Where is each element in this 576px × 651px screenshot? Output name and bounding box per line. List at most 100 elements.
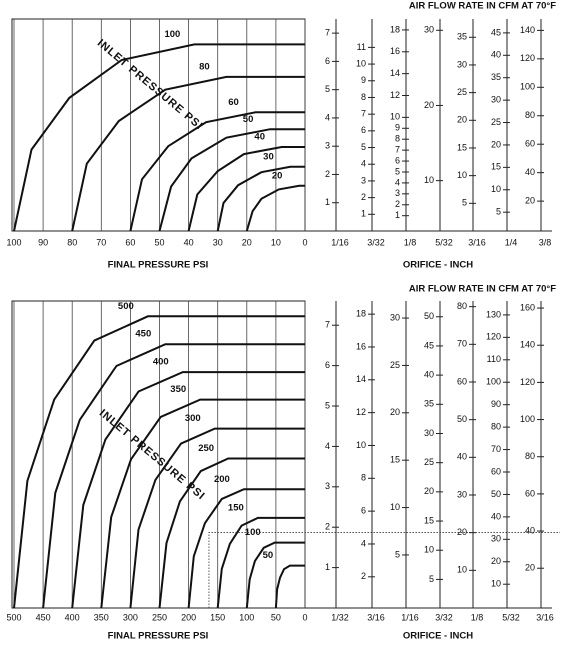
scale-tick-label: 2 [361, 571, 366, 581]
scale-tick-label: 1 [395, 210, 400, 220]
pressure-curve [216, 516, 305, 609]
curve-label: 350 [170, 384, 186, 395]
scale-tick-label: 20 [424, 100, 434, 110]
orifice-label: 5/32 [502, 612, 520, 622]
scale-tick-label: 40 [457, 452, 467, 462]
scale-tick-label: 10 [390, 502, 400, 512]
scale-tick-label: 7 [361, 109, 366, 119]
orifice-label: 3/8 [539, 237, 552, 247]
orifice-label: 3/32 [435, 612, 453, 622]
scale-tick-label: 1 [325, 197, 330, 207]
scale-tick-label: 5 [395, 166, 400, 176]
orifice-label: 1/32 [331, 612, 349, 622]
scale-tick-label: 80 [525, 110, 535, 120]
scale-tick-label: 6 [325, 360, 330, 370]
x-tick-label: 350 [94, 612, 109, 622]
scale-tick-label: 4 [361, 538, 366, 548]
scale-tick-label: 10 [424, 545, 434, 555]
scale-tick-label: 40 [525, 525, 535, 535]
scale-tick-label: 35 [457, 32, 467, 42]
scale-tick-label: 5 [325, 400, 330, 410]
scale-tick-label: 40 [525, 167, 535, 177]
orifice-label: 1/8 [471, 612, 484, 622]
scale-tick-label: 30 [390, 312, 400, 322]
x-tick-label: 80 [67, 237, 77, 247]
scale-tick-label: 50 [491, 489, 501, 499]
scale-tick-label: 120 [520, 53, 535, 63]
scale-tick-label: 20 [390, 407, 400, 417]
scale-tick-label: 8 [361, 473, 366, 483]
scale-tick-label: 5 [361, 142, 366, 152]
scale-tick-label: 15 [390, 455, 400, 465]
scale-tick-label: 12 [356, 407, 366, 417]
scale-tick-label: 45 [424, 340, 434, 350]
curve-label: 100 [164, 29, 180, 40]
scale-tick-label: 18 [390, 24, 400, 34]
pressure-curve [13, 315, 305, 609]
scale-tick-label: 7 [325, 28, 330, 38]
scale-tick-label: 20 [457, 115, 467, 125]
curve-label: 250 [198, 443, 214, 454]
pressure-curve [274, 564, 305, 609]
curve-label: 450 [135, 329, 151, 340]
scale-tick-label: 20 [491, 139, 501, 149]
scale-tick-label: 20 [525, 195, 535, 205]
scale-tick-label: 60 [525, 139, 535, 149]
x-tick-label: 20 [242, 237, 252, 247]
scale-tick-label: 6 [325, 56, 330, 66]
scale-tick-label: 70 [457, 339, 467, 349]
scale-tick-label: 10 [356, 440, 366, 450]
pressure-curve [13, 43, 305, 232]
scale-tick-label: 16 [356, 341, 366, 351]
scale-tick-label: 140 [520, 25, 535, 35]
pressure-curve [129, 111, 305, 232]
orifice-label: 3/32 [367, 237, 385, 247]
scale-tick-label: 8 [395, 134, 400, 144]
x-tick-label: 100 [6, 237, 21, 247]
scale-tick-label: 2 [395, 199, 400, 209]
curve-label: 80 [199, 61, 210, 72]
scale-tick-label: 30 [491, 534, 501, 544]
x-axis-label: FINAL PRESSURE PSI [108, 260, 209, 271]
orifice-label: 1/16 [401, 612, 419, 622]
x-tick-label: 300 [123, 612, 138, 622]
scale-tick-label: 25 [390, 360, 400, 370]
scale-tick-label: 5 [462, 198, 467, 208]
curve-label: 400 [153, 357, 169, 368]
scale-tick-label: 1 [325, 562, 330, 572]
x-tick-label: 100 [239, 612, 254, 622]
x-tick-label: 30 [213, 237, 223, 247]
scale-tick-label: 1 [361, 209, 366, 219]
scale-tick-label: 15 [457, 142, 467, 152]
curve-label: 50 [243, 114, 254, 125]
scale-tick-label: 130 [486, 309, 501, 319]
scale-tick-label: 20 [491, 556, 501, 566]
scale-tick-label: 100 [486, 377, 501, 387]
orifice-label: 1/4 [505, 237, 518, 247]
x-tick-label: 10 [271, 237, 281, 247]
scale-tick-label: 60 [457, 376, 467, 386]
orifice-label: 1/16 [331, 237, 349, 247]
x-tick-label: 40 [184, 237, 194, 247]
scale-tick-label: 35 [424, 399, 434, 409]
scale-tick-label: 7 [395, 145, 400, 155]
scale-tick-label: 50 [424, 311, 434, 321]
pressure-curve [100, 398, 305, 609]
scale-tick-label: 40 [491, 511, 501, 521]
scale-tick-label: 40 [424, 369, 434, 379]
scale-tick-label: 10 [356, 58, 366, 68]
scale-tick-label: 9 [361, 75, 366, 85]
scale-tick-label: 30 [457, 59, 467, 69]
scale-tick-label: 25 [491, 117, 501, 127]
scale-tick-label: 20 [424, 486, 434, 496]
scale-tick-label: 160 [520, 302, 535, 312]
scale-tick-label: 25 [457, 87, 467, 97]
scale-tick-label: 15 [491, 162, 501, 172]
x-tick-label: 60 [125, 237, 135, 247]
scale-tick-label: 3 [325, 481, 330, 491]
scale-tick-label: 80 [457, 301, 467, 311]
scale-tick-label: 12 [390, 90, 400, 100]
scale-tick-label: 25 [424, 457, 434, 467]
x-tick-label: 200 [181, 612, 196, 622]
